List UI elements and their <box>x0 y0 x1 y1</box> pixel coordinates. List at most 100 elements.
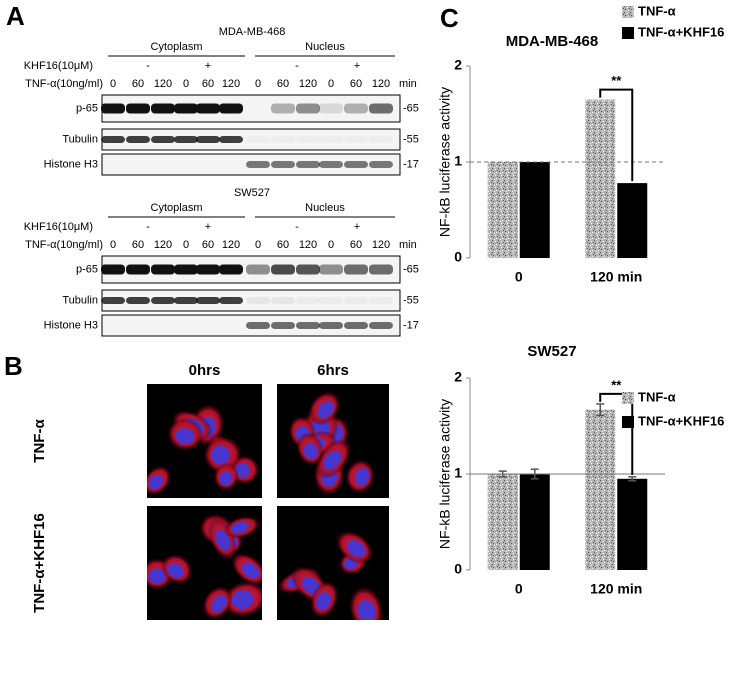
band-name: Histone H3 <box>44 319 98 331</box>
treatment-sign: + <box>205 221 211 233</box>
time-point: 120 <box>154 78 172 90</box>
time-point: 120 <box>372 239 390 251</box>
legend-label: TNF-α+KHF16 <box>638 413 724 428</box>
time-point: 120 <box>299 239 317 251</box>
band-name: Tubulin <box>62 133 98 145</box>
band-name: p-65 <box>76 263 98 275</box>
fraction-label: Nucleus <box>305 41 345 53</box>
time-point: 0 <box>110 78 116 90</box>
time-point: 0 <box>328 78 334 90</box>
time-point: 0 <box>110 239 116 251</box>
band-size: -17 <box>403 158 419 170</box>
time-point: 60 <box>350 239 362 251</box>
time-point: 0 <box>183 239 189 251</box>
chart-title: SW527 <box>527 343 576 360</box>
significance-label: ** <box>611 73 622 88</box>
micrograph <box>147 506 262 620</box>
significance-label: ** <box>611 377 622 392</box>
band-size: -55 <box>403 133 419 145</box>
y-tick-label: 0 <box>454 561 462 577</box>
y-axis-label: NF-kB luciferase activity <box>437 399 453 549</box>
x-tick-label: 120 min <box>590 581 642 597</box>
time-point: 60 <box>202 239 214 251</box>
band-size: -55 <box>403 294 419 306</box>
legend-swatch <box>622 392 634 404</box>
y-tick-label: 2 <box>454 57 462 73</box>
y-tick-label: 1 <box>454 465 462 481</box>
fraction-label: Cytoplasm <box>151 41 203 53</box>
bar <box>585 409 616 570</box>
time-label: TNF-α(10ng/ml) <box>25 78 103 90</box>
blot-strip <box>101 128 401 151</box>
treatment-sign: - <box>146 221 150 233</box>
time-unit: min <box>399 78 417 90</box>
legend-label: TNF-α <box>638 389 676 404</box>
time-point: 0 <box>255 78 261 90</box>
bar <box>519 162 550 258</box>
treatment-label: KHF16(10μM) <box>24 221 93 233</box>
time-point: 120 <box>299 78 317 90</box>
fraction-label: Nucleus <box>305 202 345 214</box>
time-point: 60 <box>277 239 289 251</box>
time-point: 120 <box>372 78 390 90</box>
treatment-sign: + <box>354 60 360 72</box>
blot-title: SW527 <box>234 187 270 199</box>
band-size: -17 <box>403 319 419 331</box>
x-tick-label: 0 <box>515 269 523 285</box>
treatment-label: KHF16(10μM) <box>24 60 93 72</box>
time-point: 60 <box>132 78 144 90</box>
panel-label: C <box>440 3 459 33</box>
panel-label: A <box>6 1 25 31</box>
legend-swatch <box>622 27 634 39</box>
blot-title: MDA-MB-468 <box>219 26 286 38</box>
treatment-sign: + <box>354 221 360 233</box>
bar <box>519 474 550 570</box>
blot-strip <box>101 314 401 337</box>
y-tick-label: 2 <box>454 369 462 385</box>
treatment-sign: - <box>295 221 299 233</box>
fraction-label: Cytoplasm <box>151 202 203 214</box>
blot-strip <box>101 153 401 176</box>
time-point: 60 <box>132 239 144 251</box>
legend-label: TNF-α+KHF16 <box>638 24 724 39</box>
y-axis-label: NF-kB luciferase activity <box>437 87 453 237</box>
treatment-sign: + <box>205 60 211 72</box>
treatment-sign: - <box>295 60 299 72</box>
significance-bracket <box>599 392 634 475</box>
time-point: 120 <box>222 78 240 90</box>
band-size: -65 <box>403 102 419 114</box>
band-name: p-65 <box>76 102 98 114</box>
time-point: 60 <box>350 78 362 90</box>
legend-label: TNF-α <box>638 3 676 18</box>
row-label: TNF-α <box>31 419 48 463</box>
blot-strip <box>101 94 401 123</box>
bar <box>617 183 648 258</box>
time-point: 120 <box>222 239 240 251</box>
time-point: 60 <box>202 78 214 90</box>
legend-swatch <box>622 6 634 18</box>
error-bar <box>596 403 605 417</box>
time-label: TNF-α(10ng/ml) <box>25 239 103 251</box>
time-point: 0 <box>183 78 189 90</box>
time-point: 60 <box>277 78 289 90</box>
significance-bracket <box>599 88 634 182</box>
treatment-sign: - <box>146 60 150 72</box>
y-tick-label: 1 <box>454 153 462 169</box>
panel-label: B <box>4 351 23 381</box>
y-tick-label: 0 <box>454 249 462 265</box>
column-label: 0hrs <box>189 362 221 379</box>
legend-swatch <box>622 416 634 428</box>
row-label: TNF-α+KHF16 <box>31 513 48 613</box>
bar <box>487 474 518 570</box>
time-unit: min <box>399 239 417 251</box>
error-bar <box>628 476 637 482</box>
chart-title: MDA-MB-468 <box>506 33 599 50</box>
blot-strip <box>101 289 401 312</box>
bar <box>585 99 616 258</box>
micrograph <box>277 384 389 498</box>
micrograph <box>147 384 262 498</box>
time-point: 0 <box>255 239 261 251</box>
band-size: -65 <box>403 263 419 275</box>
micrograph <box>277 506 389 620</box>
